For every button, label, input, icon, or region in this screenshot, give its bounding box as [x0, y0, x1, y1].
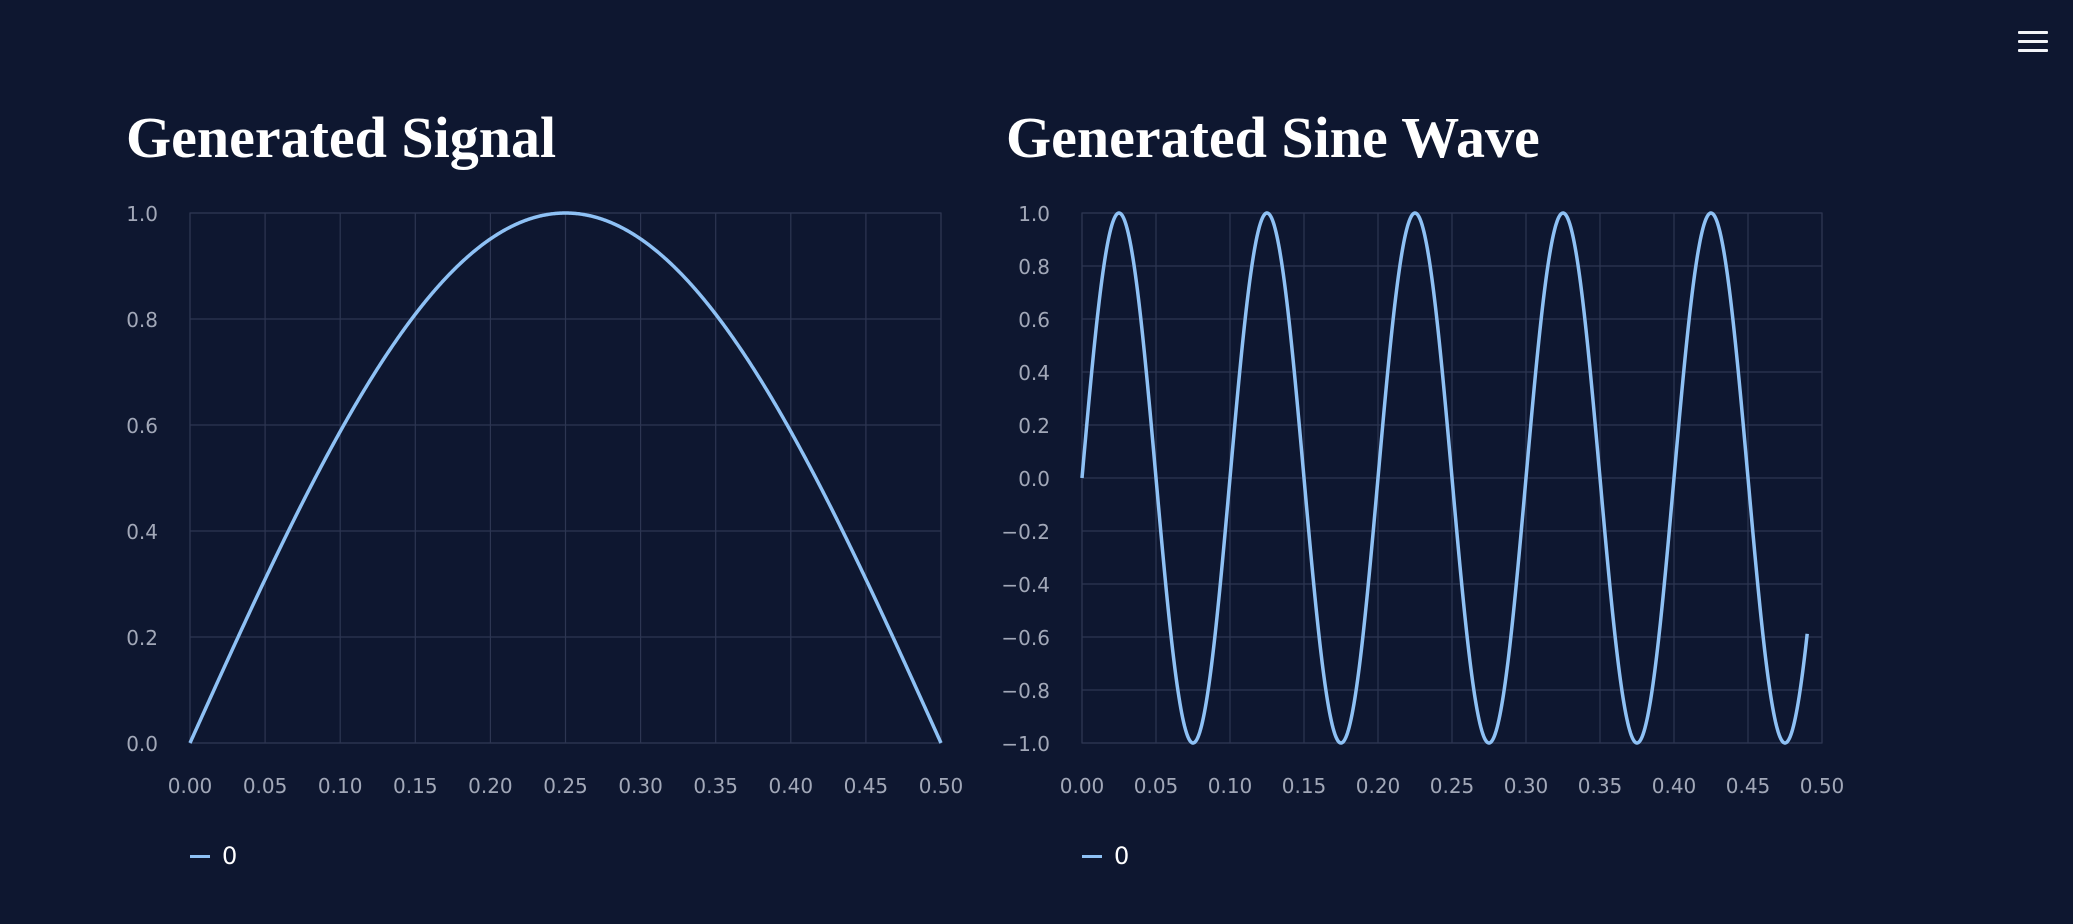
- legend-label: 0: [1114, 842, 1130, 870]
- y-tick-label: 1.0: [126, 202, 158, 226]
- x-tick-label: 0.05: [243, 774, 288, 798]
- series-line: [1080, 211, 1809, 745]
- x-tick-label: 0.10: [318, 774, 363, 798]
- y-tick-label: 0.2: [126, 626, 158, 650]
- y-tick-label: 0.2: [1018, 414, 1050, 438]
- y-tick-label: 0.8: [126, 308, 158, 332]
- x-tick-label: 0.40: [769, 774, 814, 798]
- x-tick-label: 0.00: [168, 774, 213, 798]
- y-tick-label: 0.0: [1018, 467, 1050, 491]
- x-tick-label: 0.20: [1356, 774, 1401, 798]
- legend-signal[interactable]: 0: [190, 840, 237, 872]
- x-tick-label: 0.35: [1578, 774, 1623, 798]
- x-tick-label: 0.50: [919, 774, 964, 798]
- x-tick-label: 0.45: [1726, 774, 1771, 798]
- x-tick-label: 0.15: [1282, 774, 1327, 798]
- y-tick-label: 0.6: [126, 414, 158, 438]
- x-tick-label: 0.25: [1430, 774, 1475, 798]
- x-tick-label: 0.05: [1134, 774, 1179, 798]
- x-tick-label: 0.00: [1060, 774, 1105, 798]
- series-line: [188, 211, 943, 744]
- legend-swatch: [190, 854, 210, 858]
- chart-title-signal: Generated Signal: [126, 105, 557, 170]
- legend-swatch: [1082, 854, 1102, 858]
- x-tick-label: 0.10: [1208, 774, 1253, 798]
- x-tick-label: 0.20: [468, 774, 513, 798]
- y-tick-label: −1.0: [1001, 732, 1050, 756]
- chart-title-sine-wave: Generated Sine Wave: [1006, 105, 1540, 170]
- legend-sine-wave[interactable]: 0: [1082, 840, 1129, 872]
- y-tick-label: 0.4: [126, 520, 158, 544]
- x-tick-label: 0.45: [844, 774, 889, 798]
- y-tick-label: 0.6: [1018, 308, 1050, 332]
- x-tick-label: 0.30: [1504, 774, 1549, 798]
- y-tick-label: −0.2: [1001, 520, 1050, 544]
- y-tick-label: −0.6: [1001, 626, 1050, 650]
- y-tick-label: −0.8: [1001, 679, 1050, 703]
- legend-label: 0: [222, 842, 238, 870]
- hamburger-menu-icon[interactable]: [2016, 28, 2050, 56]
- x-tick-label: 0.50: [1800, 774, 1845, 798]
- x-tick-label: 0.40: [1652, 774, 1697, 798]
- x-tick-label: 0.30: [618, 774, 663, 798]
- y-tick-label: −0.4: [1001, 573, 1050, 597]
- x-tick-label: 0.25: [543, 774, 588, 798]
- y-tick-label: 0.4: [1018, 361, 1050, 385]
- x-tick-label: 0.35: [693, 774, 738, 798]
- x-tick-label: 0.15: [393, 774, 438, 798]
- y-tick-label: 0.8: [1018, 255, 1050, 279]
- y-tick-label: 1.0: [1018, 202, 1050, 226]
- y-tick-label: 0.0: [126, 732, 158, 756]
